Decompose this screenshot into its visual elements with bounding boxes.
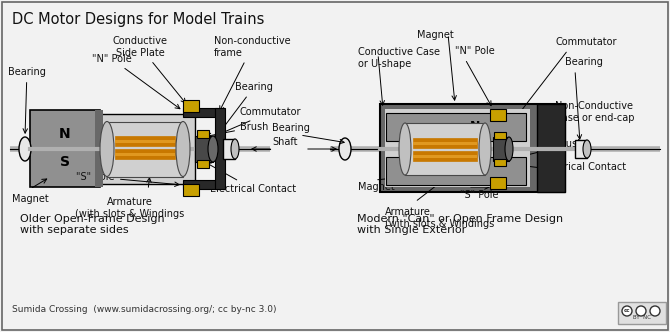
Text: with separate sides: with separate sides — [20, 225, 129, 235]
Bar — [183, 100, 199, 112]
Text: Non-Conductive
Case or end-cap: Non-Conductive Case or end-cap — [555, 101, 634, 123]
Bar — [618, 302, 666, 324]
Bar — [413, 155, 477, 158]
Bar — [413, 151, 477, 161]
Bar — [115, 136, 175, 146]
Text: Bearing: Bearing — [272, 123, 310, 133]
Text: Brush: Brush — [207, 122, 269, 137]
Text: Armature
(with slots & Windings: Armature (with slots & Windings — [385, 207, 494, 229]
Text: Armature
(with slots & Windings: Armature (with slots & Windings — [75, 197, 185, 218]
Text: "S" Pole: "S" Pole — [460, 190, 498, 200]
Bar — [183, 184, 199, 196]
Ellipse shape — [622, 306, 632, 316]
Ellipse shape — [100, 122, 114, 177]
Bar — [115, 149, 175, 159]
Text: Brush: Brush — [555, 139, 584, 149]
Ellipse shape — [176, 122, 190, 177]
Text: with Single Exterior: with Single Exterior — [357, 225, 466, 235]
Ellipse shape — [339, 138, 351, 160]
Text: N: N — [470, 121, 480, 133]
Text: Non-conductive
frame: Non-conductive frame — [214, 36, 291, 111]
Text: N: N — [59, 127, 71, 141]
Ellipse shape — [479, 123, 491, 175]
Bar — [490, 177, 506, 189]
Bar — [197, 160, 209, 168]
Bar — [115, 153, 175, 156]
Ellipse shape — [650, 306, 660, 316]
Text: cc: cc — [624, 308, 630, 313]
Bar — [413, 142, 477, 145]
Bar — [197, 130, 209, 138]
Text: S: S — [60, 155, 70, 169]
Ellipse shape — [231, 139, 239, 159]
Text: DC Motor Designs for Model Trains: DC Motor Designs for Model Trains — [12, 12, 265, 27]
Bar — [115, 140, 175, 143]
Bar — [575, 140, 587, 158]
Bar — [493, 137, 509, 161]
Text: Conductive Case
or U-shape: Conductive Case or U-shape — [358, 47, 440, 69]
Ellipse shape — [399, 123, 411, 175]
Text: Magnet: Magnet — [12, 194, 49, 204]
Bar — [386, 157, 526, 185]
Bar — [107, 122, 183, 177]
Text: "N" Pole: "N" Pole — [455, 46, 494, 56]
Bar — [413, 138, 477, 148]
Ellipse shape — [583, 140, 591, 158]
Bar — [380, 104, 565, 192]
Text: Bearing: Bearing — [213, 82, 273, 141]
Text: Bearing: Bearing — [8, 67, 46, 133]
Ellipse shape — [636, 306, 646, 316]
Text: "S" Pole: "S" Pole — [76, 172, 179, 187]
Text: S: S — [470, 164, 480, 178]
Text: Commutator: Commutator — [555, 37, 616, 47]
Bar — [537, 104, 565, 192]
Text: "N" Pole: "N" Pole — [92, 54, 180, 109]
Text: Electrical Contact: Electrical Contact — [540, 162, 626, 172]
Text: Electrical Contact: Electrical Contact — [206, 163, 296, 194]
Bar — [494, 132, 506, 139]
Bar — [215, 108, 225, 189]
Bar — [183, 108, 218, 117]
Text: Sumida Crossing  (www.sumidacrossing.org/; cc by-nc 3.0): Sumida Crossing (www.sumidacrossing.org/… — [12, 305, 277, 314]
Bar — [494, 159, 506, 166]
Bar — [223, 139, 235, 159]
Text: Shaft: Shaft — [272, 137, 297, 147]
Bar — [95, 110, 103, 187]
Bar — [490, 109, 506, 121]
Text: Magnet: Magnet — [358, 182, 395, 192]
Ellipse shape — [19, 137, 31, 161]
Text: Bearing: Bearing — [565, 57, 603, 67]
Text: BY  NC: BY NC — [633, 315, 651, 320]
Bar — [30, 110, 100, 187]
Ellipse shape — [208, 136, 218, 162]
Bar — [100, 114, 195, 184]
Bar — [385, 109, 530, 187]
Text: Conductive
Side Plate: Conductive Side Plate — [113, 36, 186, 103]
Bar — [386, 113, 526, 141]
Ellipse shape — [505, 137, 513, 161]
Bar — [183, 180, 218, 189]
Text: Commutator: Commutator — [206, 107, 302, 140]
Bar — [405, 123, 485, 175]
Text: Magnet: Magnet — [417, 30, 454, 40]
Text: Older Open-Frame Design: Older Open-Frame Design — [20, 214, 165, 224]
Bar — [195, 136, 213, 162]
Text: Modern "Can" or Open Frame Design: Modern "Can" or Open Frame Design — [357, 214, 563, 224]
